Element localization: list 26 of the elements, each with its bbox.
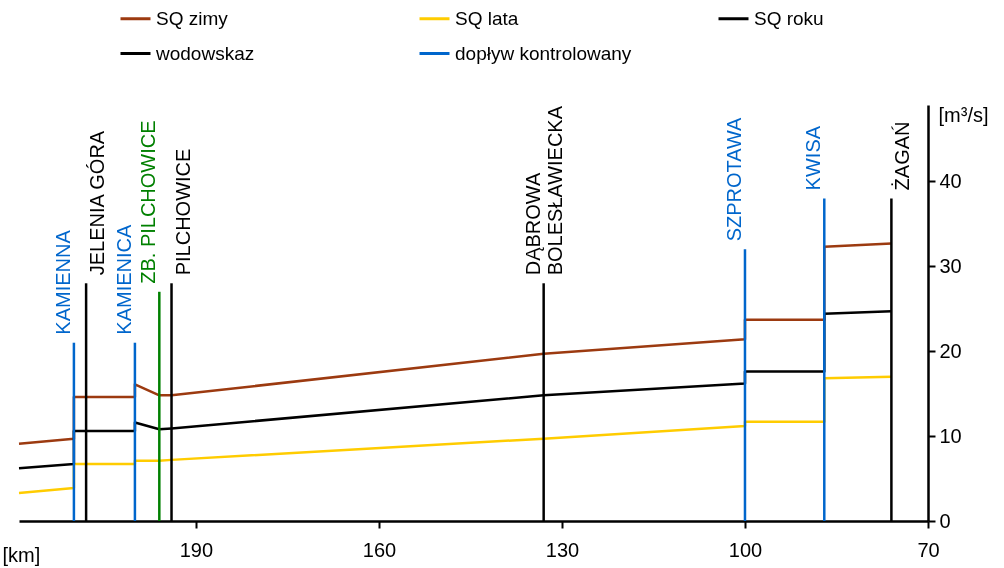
legend-label: SQ zimy	[156, 7, 229, 29]
y-tick-label: 20	[939, 339, 962, 362]
annotation: DĄBROWA BOLESŁAWIECKA	[521, 105, 566, 276]
legend-label: SQ lata	[455, 7, 519, 29]
annotation: KAMIENICA	[112, 224, 135, 335]
x-tick-label: 70	[917, 538, 940, 561]
y-tick-label: 30	[939, 254, 962, 277]
y-tick-label: 0	[939, 509, 951, 532]
legend-label: SQ roku	[754, 7, 824, 29]
annotation: ŻAGAŃ	[891, 121, 914, 191]
y-tick-label: 10	[939, 424, 962, 447]
x-tick-label: 160	[362, 538, 397, 561]
x-tick-label: 130	[545, 538, 580, 561]
annotation: JELENIA GÓRA	[86, 130, 109, 276]
annotation: PILCHOWICE	[171, 148, 194, 276]
y-axis-title: [m³/s]	[938, 103, 989, 126]
annotation: KWISA	[802, 125, 825, 191]
legend-label: wodowskaz	[155, 42, 255, 64]
x-tick-label: 100	[728, 538, 763, 561]
annotation: KAMIENNA	[51, 229, 74, 335]
annotation: ZB. PILCHOWICE	[137, 120, 160, 284]
y-tick-label: 40	[939, 169, 962, 192]
annotation: SZPROTAWA	[722, 116, 745, 242]
legend-label: dopływ kontrolowany	[455, 42, 632, 64]
x-axis-title: [km]	[2, 543, 41, 566]
x-tick-label: 190	[179, 538, 214, 561]
